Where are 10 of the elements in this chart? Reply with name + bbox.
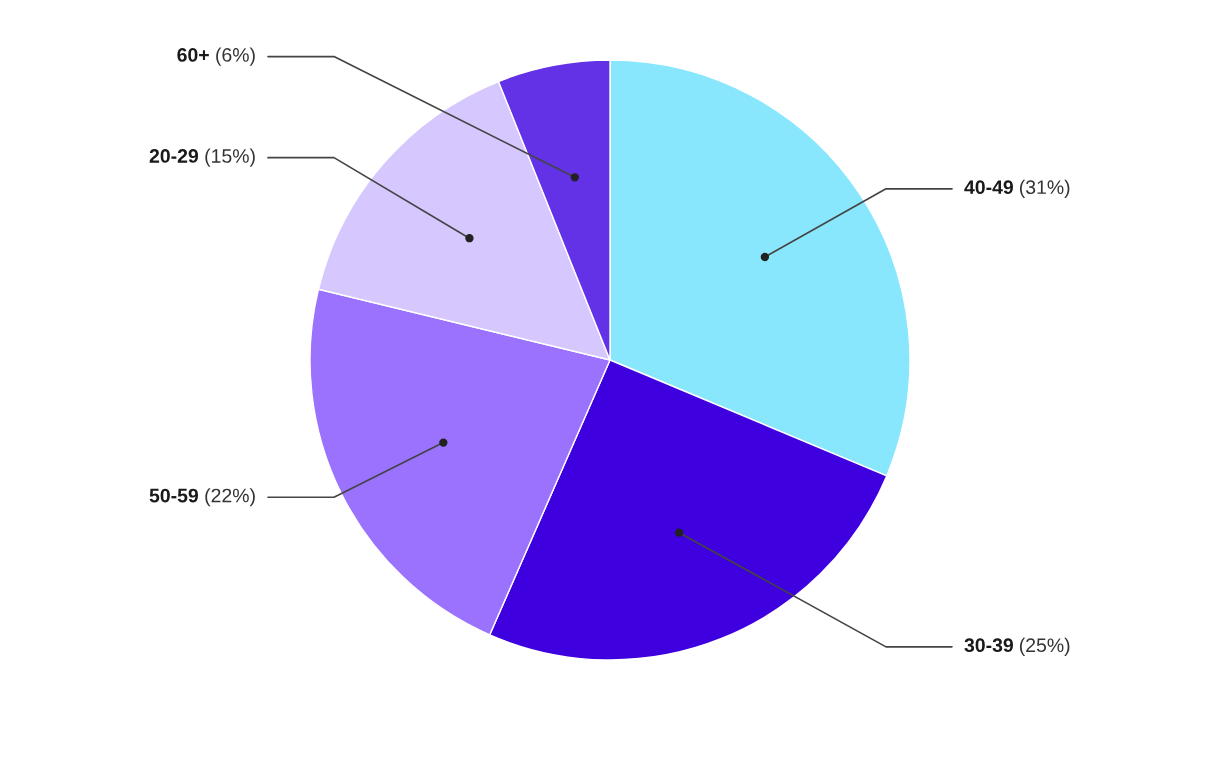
- slice-label: 40-49: [964, 180, 1014, 195]
- slice-label: 30-39: [964, 638, 1014, 653]
- data-label: (31%): [1019, 179, 1070, 198]
- slice-label: 60+: [177, 48, 209, 62]
- slice-label: 50-59: [149, 488, 199, 503]
- data-label: (6%): [216, 47, 255, 66]
- data-label: (15%): [205, 148, 255, 167]
- data-label: (22%): [205, 488, 255, 507]
- slice-label: 20-29: [149, 149, 199, 163]
- data-label: (25%): [1019, 637, 1070, 656]
